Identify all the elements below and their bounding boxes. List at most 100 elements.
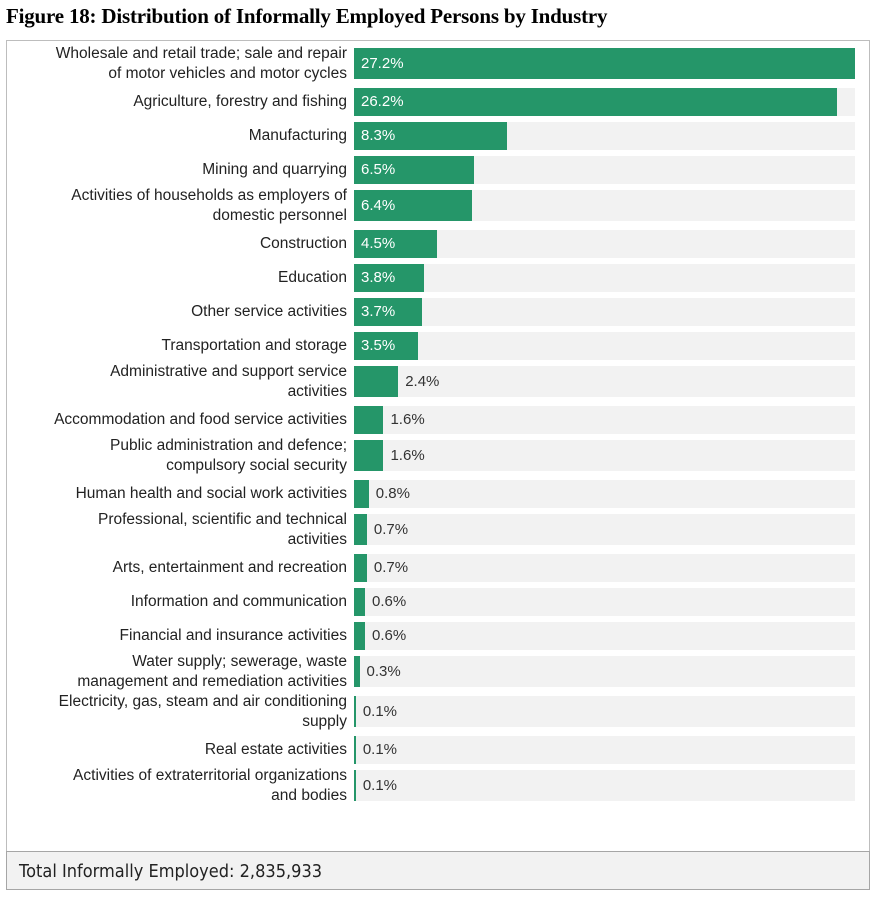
value-label: 8.3%	[361, 127, 396, 144]
bar-row: Financial and insurance activities 0.6%	[0, 622, 877, 650]
value-label: 6.5%	[361, 161, 396, 178]
category-label: Information and communication	[131, 592, 347, 612]
category-label: Arts, entertainment and recreation	[113, 558, 347, 578]
category-label-line: domestic personnel	[212, 206, 347, 224]
bar	[354, 332, 419, 360]
value-label: 0.7%	[373, 520, 409, 538]
bar-track	[354, 770, 855, 801]
value-label: 2.4%	[405, 372, 440, 390]
bar	[354, 440, 384, 471]
bar-track	[354, 230, 855, 258]
bar	[354, 514, 367, 545]
bar-row: Construction 4.5%	[0, 230, 877, 258]
bar	[354, 156, 474, 184]
category-label: Professional, scientific and technical ac…	[98, 510, 347, 550]
category-label-line: activities	[287, 530, 347, 548]
bar-track	[354, 696, 855, 727]
category-label-line: Mining and quarrying	[202, 161, 347, 178]
bar-row: Mining and quarrying 6.5%	[0, 156, 877, 184]
bar-row: Wholesale and retail trade; sale and rep…	[0, 45, 877, 82]
value-label: 26.2%	[361, 93, 404, 110]
bar-row: Administrative and support service activi…	[0, 363, 877, 400]
bar-track	[354, 514, 855, 545]
category-label: Public administration and defence; compul…	[110, 436, 347, 476]
bar	[354, 696, 356, 727]
bar-row: Transportation and storage 3.5%	[0, 332, 877, 360]
category-label: Manufacturing	[249, 126, 347, 146]
bar-row: Activities of extraterritorial organizat…	[0, 767, 877, 804]
bar-row: Education 3.8%	[0, 264, 877, 292]
chart-title: Figure 18: Distribution of Informally Em…	[6, 4, 608, 28]
bar-track	[354, 480, 855, 508]
category-label-line: Wholesale and retail trade; sale and rep…	[55, 44, 347, 62]
category-label-line: Electricity, gas, steam and air conditio…	[58, 692, 347, 710]
bar	[354, 298, 423, 326]
category-label-line: Information and communication	[130, 593, 347, 610]
category-label-line: supply	[302, 712, 347, 730]
value-label: 3.8%	[361, 269, 396, 286]
category-label-line: Human health and social work activities	[75, 485, 347, 502]
category-label: Activities of households as employers of…	[71, 186, 347, 226]
bar-row: Human health and social work activities 0…	[0, 480, 877, 508]
bar-track	[354, 588, 855, 616]
category-label: Administrative and support service activi…	[110, 362, 347, 402]
value-label: 0.6%	[372, 593, 407, 610]
category-label: Electricity, gas, steam and air conditio…	[59, 692, 347, 732]
category-label-line: Transportation and storage	[161, 337, 347, 354]
category-label: Education	[278, 268, 347, 288]
bar	[354, 554, 367, 582]
value-label: 1.6%	[390, 411, 425, 428]
bar-track	[354, 440, 855, 471]
bar	[354, 588, 366, 616]
category-label-line: Manufacturing	[248, 127, 347, 144]
category-label-line: Accommodation and food service activitie…	[54, 411, 347, 428]
bar-track	[354, 366, 855, 397]
category-label-line: of motor vehicles and motor cycles	[108, 64, 347, 82]
bar-row: Public administration and defence; compul…	[0, 437, 877, 474]
total-text: Total Informally Employed: 2,835,933	[19, 861, 323, 882]
bar-track	[354, 622, 855, 650]
category-label-line: Administrative and support service	[110, 362, 347, 380]
category-label-line: Arts, entertainment and recreation	[112, 559, 347, 576]
category-label-line: Public administration and defence;	[110, 436, 347, 454]
value-label: 3.5%	[361, 337, 396, 354]
bar	[354, 48, 855, 79]
bar-row: Other service activities 3.7%	[0, 298, 877, 326]
value-label: 0.6%	[372, 627, 407, 644]
category-label: Other service activities	[191, 302, 347, 322]
bar-row: Real estate activities 0.1%	[0, 736, 877, 764]
bar-row: Manufacturing 8.3%	[0, 122, 877, 150]
bar	[354, 190, 472, 221]
category-label: Wholesale and retail trade; sale and rep…	[56, 44, 347, 84]
bar-row: Information and communication 0.6%	[0, 588, 877, 616]
category-label: Construction	[260, 234, 347, 254]
category-label-line: Other service activities	[191, 303, 347, 320]
category-label-line: Real estate activities	[204, 741, 347, 758]
value-label: 0.1%	[362, 776, 398, 794]
category-label-line: Agriculture, forestry and fishing	[133, 93, 347, 110]
bar-track	[354, 264, 855, 292]
bar-row: Water supply; sewerage, waste management …	[0, 653, 877, 690]
category-label-line: and bodies	[271, 786, 347, 804]
bar	[354, 656, 360, 687]
category-label: Agriculture, forestry and fishing	[133, 92, 347, 112]
bar-track	[354, 656, 855, 687]
category-label: Human health and social work activities	[76, 484, 347, 504]
category-label-line: Water supply; sewerage, waste	[132, 652, 347, 670]
bar-row: Professional, scientific and technical ac…	[0, 511, 877, 548]
bar-track	[354, 554, 855, 582]
bar-row: Activities of households as employers of…	[0, 187, 877, 224]
bar	[354, 406, 384, 434]
value-label: 0.1%	[362, 741, 398, 758]
value-label: 0.1%	[362, 702, 398, 720]
category-label-line: Education	[278, 269, 347, 286]
bar	[354, 88, 837, 116]
bar	[354, 366, 399, 397]
value-label: 1.6%	[390, 446, 425, 464]
bar-track	[354, 298, 855, 326]
bar-track	[354, 736, 855, 764]
bar	[354, 480, 369, 508]
value-label: 0.3%	[366, 662, 401, 680]
category-label-line: Construction	[259, 235, 347, 252]
category-label-line: management and remediation activities	[77, 672, 347, 690]
